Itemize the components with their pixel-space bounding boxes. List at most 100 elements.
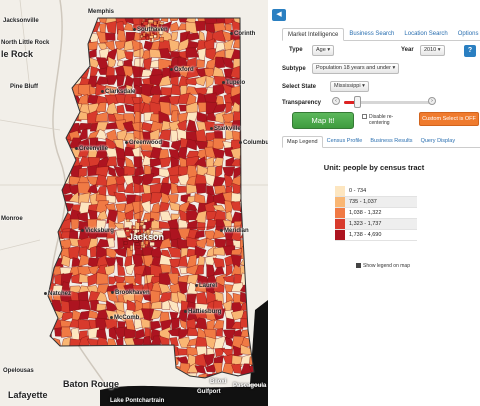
census-tract[interactable] [52, 184, 63, 195]
help-button[interactable]: ? [464, 45, 476, 57]
census-tract[interactable] [42, 372, 54, 385]
census-tract[interactable] [250, 112, 261, 123]
census-tract[interactable] [106, 338, 118, 350]
census-tract[interactable] [146, 229, 150, 234]
census-tract[interactable] [96, 272, 109, 285]
census-tract[interactable] [42, 317, 56, 330]
census-tract[interactable] [106, 237, 115, 248]
census-tract[interactable] [159, 48, 173, 60]
census-tract[interactable] [42, 47, 52, 61]
census-tract[interactable] [68, 49, 81, 60]
subtype-select[interactable]: Population 18 years and under ▾ [312, 63, 400, 74]
census-tract[interactable] [212, 257, 225, 268]
census-tract[interactable] [51, 354, 63, 367]
census-tract[interactable] [195, 291, 209, 305]
census-tract[interactable] [196, 59, 205, 68]
census-tract[interactable] [195, 383, 198, 385]
census-tract[interactable] [252, 103, 262, 116]
census-tract[interactable] [241, 57, 252, 71]
census-tract[interactable] [242, 38, 254, 50]
census-tract[interactable] [54, 93, 63, 106]
census-tract[interactable] [96, 356, 109, 364]
census-tract[interactable] [105, 102, 119, 116]
census-tract[interactable] [206, 319, 215, 331]
census-tract[interactable] [158, 201, 170, 213]
census-tract[interactable] [205, 363, 216, 373]
census-tract[interactable] [240, 318, 254, 328]
census-tract[interactable] [126, 218, 130, 223]
census-tract[interactable] [134, 353, 143, 367]
census-tract[interactable] [105, 156, 117, 167]
census-tract[interactable] [239, 102, 253, 114]
census-tract[interactable] [158, 237, 172, 250]
census-tract[interactable] [133, 57, 145, 68]
census-tract[interactable] [169, 227, 182, 242]
census-tract[interactable] [42, 164, 52, 178]
census-tract[interactable] [242, 12, 251, 24]
census-tract[interactable] [104, 203, 116, 211]
census-tract[interactable] [239, 174, 251, 186]
census-tract[interactable] [43, 229, 54, 242]
census-tract[interactable] [168, 12, 181, 22]
census-tract[interactable] [77, 212, 89, 223]
census-tract[interactable] [170, 84, 181, 96]
census-tract[interactable] [169, 201, 180, 212]
disable-recentering-option[interactable]: Disable re- centering [362, 114, 393, 126]
census-tract[interactable] [78, 123, 92, 131]
census-tract[interactable] [169, 258, 182, 268]
census-tract[interactable] [167, 194, 179, 205]
census-tract[interactable] [61, 326, 73, 338]
census-tract[interactable] [198, 30, 206, 43]
census-tract[interactable] [77, 49, 88, 60]
tab-census-profile[interactable]: Census Profile [326, 138, 363, 144]
census-tract[interactable] [72, 29, 79, 41]
census-tract[interactable] [161, 353, 172, 368]
census-tract[interactable] [205, 75, 215, 89]
census-tract[interactable] [149, 241, 155, 247]
census-tract[interactable] [215, 165, 223, 179]
census-tract[interactable] [160, 14, 169, 23]
census-tract[interactable] [70, 41, 82, 52]
census-tract[interactable] [167, 299, 180, 314]
census-tract[interactable] [77, 182, 92, 195]
census-tract[interactable] [142, 21, 149, 26]
census-tract[interactable] [177, 75, 189, 88]
census-tract[interactable] [215, 273, 226, 286]
census-tract[interactable] [69, 228, 79, 241]
census-tract[interactable] [212, 204, 227, 212]
census-tract[interactable] [105, 362, 117, 374]
choropleth-map[interactable]: Memphis Southaven Corinth Jacksonville North… [0, 0, 268, 406]
census-tract[interactable] [123, 39, 135, 51]
census-tract[interactable] [231, 355, 243, 367]
census-tract[interactable] [195, 74, 208, 87]
census-tract[interactable] [106, 75, 119, 85]
census-tract[interactable] [239, 122, 254, 134]
census-tract[interactable] [141, 363, 152, 377]
census-tract[interactable] [151, 37, 155, 43]
census-tract[interactable] [43, 337, 55, 349]
census-tract[interactable] [42, 13, 53, 26]
census-tract[interactable] [158, 283, 171, 294]
census-tract[interactable] [205, 382, 207, 386]
census-tract[interactable] [250, 165, 262, 179]
census-tract[interactable] [194, 230, 205, 239]
census-tract[interactable] [43, 209, 53, 224]
census-tract[interactable] [204, 380, 209, 383]
census-tract[interactable] [149, 158, 164, 168]
census-tract[interactable] [215, 328, 223, 337]
census-tract[interactable] [113, 365, 127, 376]
census-tract[interactable] [133, 182, 146, 194]
census-tract[interactable] [122, 344, 135, 357]
census-tract[interactable] [215, 111, 226, 124]
census-tract[interactable] [212, 29, 226, 43]
census-tract[interactable] [132, 363, 145, 377]
census-tract[interactable] [116, 48, 127, 61]
census-tract[interactable] [117, 60, 124, 67]
census-tract[interactable] [159, 345, 169, 355]
census-tract[interactable] [51, 137, 65, 150]
census-tract[interactable] [159, 364, 171, 375]
census-tract[interactable] [95, 102, 107, 113]
census-tract[interactable] [203, 353, 215, 367]
census-tract[interactable] [60, 104, 71, 114]
census-tract[interactable] [53, 164, 61, 174]
